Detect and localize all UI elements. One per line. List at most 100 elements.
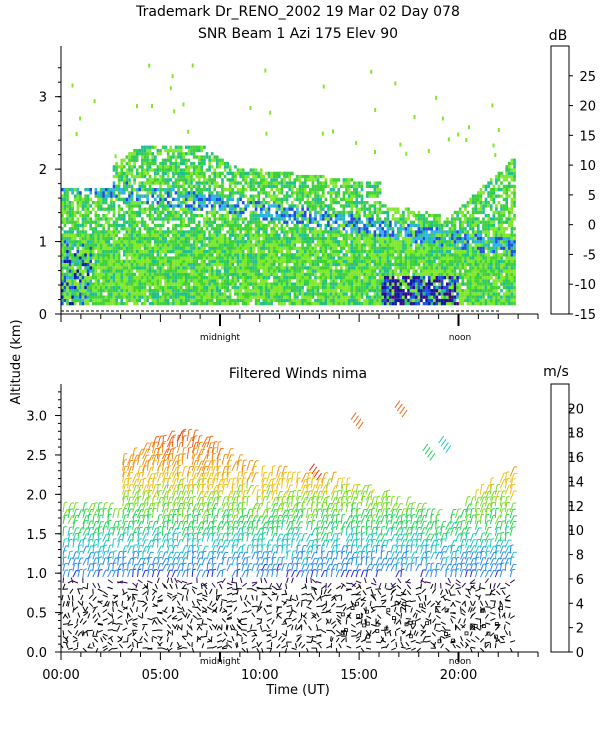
snr-cell [94,243,98,247]
snr-cell [316,230,320,234]
snr-cell [373,259,377,263]
snr-cell [205,181,209,185]
snr-cell [195,266,198,270]
snr-cell [197,289,201,293]
snr-cell [252,174,255,179]
snr-cell [79,194,82,198]
snr-cell [332,227,335,231]
snr-cell [415,243,418,247]
snr-cell [159,188,162,192]
snr-cell [435,276,439,280]
snr-cell [146,298,149,303]
snr-cell [309,282,312,286]
snr-data-layer [61,63,516,306]
snr-cell [112,292,116,296]
snr-cell [371,302,374,306]
snr-cell [249,298,253,303]
snr-cell [306,220,310,224]
snr-cell [138,227,142,231]
snr-cell [138,148,142,153]
snr-cell [376,256,379,260]
snr-cell [324,285,328,290]
snr-cell [76,256,80,260]
snr-cell [306,227,310,231]
snr-cell [102,302,105,306]
snr-cell [334,194,338,198]
snr-cell [177,210,180,215]
snr-cell [322,249,325,254]
snr-cell [228,168,232,172]
snr-cell [306,256,310,260]
snr-cell [107,246,111,250]
snr-cell [192,295,196,299]
snr-cell [265,256,268,260]
snr-cell [371,256,374,260]
snr-cell [159,227,162,231]
snr-cell [270,256,273,260]
snr-cell [205,197,209,201]
snr-cell [231,214,235,218]
snr-cell [384,233,387,237]
snr-cell [148,276,152,280]
snr-cell [164,292,167,296]
snr-cell [288,298,291,303]
snr-cell [303,210,307,215]
snr-cell [319,249,322,254]
snr-cell [332,210,335,215]
snr-cell [187,266,191,270]
snr-cell [159,181,162,185]
snr-cell [267,262,271,267]
snr-cell [192,155,196,159]
snr-cell [130,236,134,241]
snr-cell [195,289,198,293]
snr-cell [102,285,105,290]
snr-cell [125,184,129,188]
snr-cell [141,171,144,175]
snr-cell [241,285,245,290]
snr-cell [306,302,310,306]
snr-cell [104,197,108,201]
snr-cell [288,227,291,231]
snr-cell [197,197,201,201]
snr-cell [143,295,147,299]
snr-cell [94,276,98,280]
snr-cell [86,188,90,192]
snr-cell [213,302,216,306]
snr-cell [156,201,160,205]
snr-cell [363,230,366,234]
snr-cell [433,217,436,221]
snr-cell [337,256,341,260]
snr-cell [327,259,330,263]
snr-cell [68,243,72,247]
snr-cell [200,292,204,296]
snr-cell [68,292,72,296]
snr-cell [409,282,413,286]
snr-cell [133,204,136,208]
snr-cell [133,181,136,185]
snr-cell [213,295,216,299]
snr-cell [231,174,235,179]
snr-cell [128,272,131,276]
snr-cell [285,289,289,293]
snr-cell [102,256,105,260]
snr-cell [130,292,134,296]
snr-cell [221,256,224,260]
snr-cell [138,240,142,244]
snr-cell [128,230,131,234]
snr-cell [130,279,134,283]
snr-cell [280,272,284,276]
snr-cell [376,191,379,195]
snr-cell [358,279,361,283]
snr-cell [99,272,103,276]
snr-cell [231,230,235,234]
snr-cell [190,204,193,208]
snr-cell [208,256,211,260]
snr-cell [112,236,116,241]
snr-cell [386,240,390,244]
snr-cell [247,292,250,296]
snr-cell [270,184,273,188]
snr-cell [71,227,74,231]
snr-cell [241,292,245,296]
snr-cell [92,233,95,237]
snr-cell [200,243,204,247]
